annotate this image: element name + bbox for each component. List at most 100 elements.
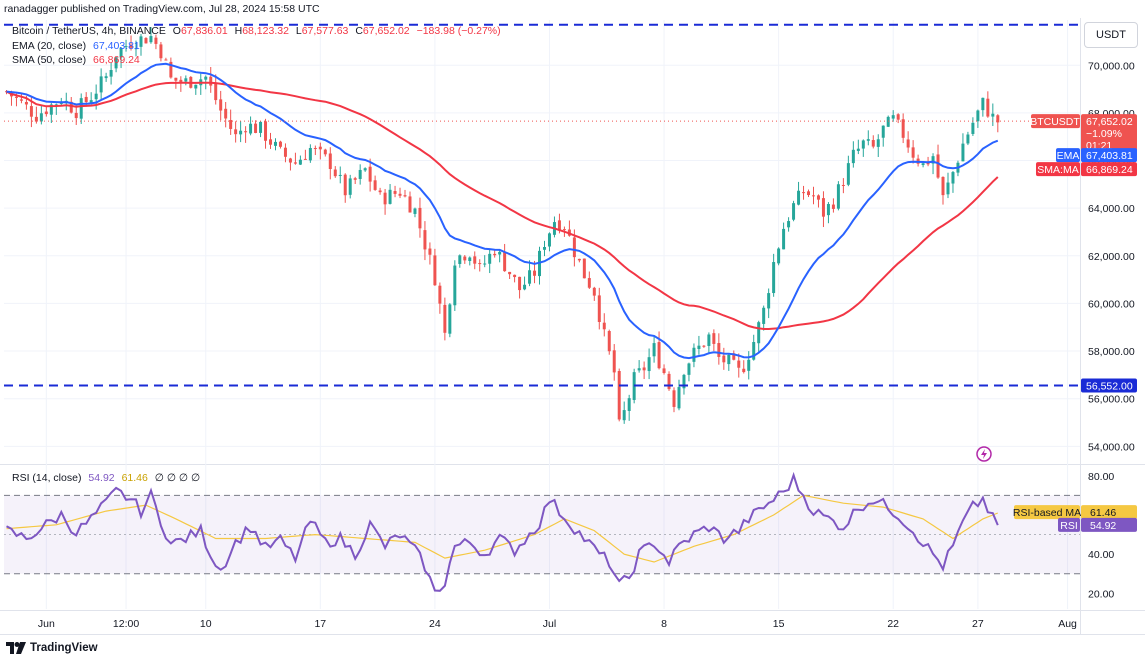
candle-body xyxy=(308,147,312,161)
candle-body xyxy=(124,46,128,48)
candle-body xyxy=(79,98,83,119)
candle-body xyxy=(104,76,108,79)
candle-body xyxy=(986,98,990,117)
candle-body xyxy=(139,36,143,47)
candle-body xyxy=(697,345,701,350)
candle-body xyxy=(154,37,158,44)
candle-body xyxy=(448,304,452,334)
candle-body xyxy=(378,190,382,193)
candle-body xyxy=(353,178,357,180)
candle-body xyxy=(458,255,462,264)
ema-legend-label: EMA (20, close) xyxy=(12,40,87,52)
candle-body xyxy=(597,295,601,322)
ema-name-tag xyxy=(1056,148,1080,163)
ema-20-line xyxy=(6,62,999,360)
candle-body xyxy=(881,125,885,138)
price-tick-label: 64,000.00 xyxy=(1088,203,1135,215)
rsi-ma-name-tag-label: RSI-based MA xyxy=(1013,507,1081,519)
candle-body xyxy=(562,229,566,231)
currency-button[interactable]: USDT xyxy=(1084,22,1138,48)
candle-body xyxy=(214,83,218,101)
candle-body xyxy=(667,373,671,390)
time-tick-label: 24 xyxy=(429,618,441,630)
candle-body xyxy=(896,114,900,120)
rsi-tick-label: 20.00 xyxy=(1088,588,1114,600)
ohlc-low: L67,577.63 xyxy=(295,25,349,37)
candle-body xyxy=(443,304,447,333)
price-tick-label: 58,000.00 xyxy=(1088,346,1135,358)
ohlc-high: H68,123.32 xyxy=(234,25,289,37)
candle-body xyxy=(69,101,73,113)
ohlc-close: C67,652.02 xyxy=(355,25,410,37)
candle-body xyxy=(508,271,512,275)
candle-body xyxy=(219,99,223,111)
candle-body xyxy=(453,265,457,306)
ema-price-tag-value: 67,403.81 xyxy=(1086,150,1133,162)
candle-body xyxy=(49,104,53,115)
candle-body xyxy=(547,233,551,247)
rsi-value-tag-text: 54.92 xyxy=(1090,520,1116,532)
candle-body xyxy=(762,307,766,324)
candle-body xyxy=(254,123,258,133)
candle-body xyxy=(727,354,731,365)
candle-body xyxy=(179,79,183,82)
candle-body xyxy=(717,343,721,357)
candle-body xyxy=(772,262,776,294)
candle-body xyxy=(672,390,676,407)
candle-body xyxy=(677,387,681,409)
candle-body xyxy=(866,139,870,141)
candle-body xyxy=(702,345,706,347)
candle-body xyxy=(264,121,268,141)
rsi-name-tag xyxy=(1058,517,1080,532)
candle-body xyxy=(851,149,855,164)
sma-legend[interactable]: SMA (50, close) 66,869.24 xyxy=(12,54,144,66)
candle-body xyxy=(518,276,522,291)
candle-body xyxy=(144,38,148,44)
candle-body xyxy=(557,220,561,231)
candle-body xyxy=(513,274,517,278)
ohlc-change: −183.98 (−0.27%) xyxy=(416,25,501,37)
candle-body xyxy=(582,258,586,279)
candle-body xyxy=(249,123,253,134)
candle-body xyxy=(782,228,786,250)
candle-body xyxy=(662,368,666,374)
candle-body xyxy=(114,57,118,69)
candle-body xyxy=(119,47,123,58)
candle-body xyxy=(44,111,48,115)
candle-body xyxy=(74,112,78,119)
rsi-legend[interactable]: RSI (14, close) 54.92 61.46 ∅ ∅ ∅ ∅ xyxy=(12,472,204,484)
candle-body xyxy=(29,106,33,117)
candle-body xyxy=(826,204,830,216)
candle-body xyxy=(682,374,686,389)
price-tick-label: 54,000.00 xyxy=(1088,441,1135,453)
candle-body xyxy=(209,76,213,86)
ema-legend[interactable]: EMA (20, close) 67,403.81 xyxy=(12,40,144,52)
sma-name-tag xyxy=(1036,162,1080,177)
candle-body xyxy=(433,255,437,286)
candle-body xyxy=(961,143,965,162)
candle-body xyxy=(413,208,417,214)
candle-body xyxy=(792,203,796,220)
rsi-legend-extra: ∅ ∅ ∅ ∅ xyxy=(154,472,201,484)
time-tick-label: Aug xyxy=(1058,618,1077,630)
lightning-icon-ring xyxy=(976,446,992,462)
candle-body xyxy=(368,166,372,182)
candle-body xyxy=(134,48,138,50)
candle-body xyxy=(941,176,945,196)
candle-body xyxy=(54,104,58,106)
candle-body xyxy=(687,363,691,375)
time-tick-label: 12:00 xyxy=(113,618,139,630)
sma-legend-label: SMA (50, close) xyxy=(12,54,87,66)
candle-body xyxy=(742,368,746,373)
candle-body xyxy=(259,121,263,133)
candle-body xyxy=(617,371,621,420)
candle-body xyxy=(921,163,925,166)
candle-body xyxy=(971,122,975,134)
candle-body xyxy=(288,158,292,163)
candle-body xyxy=(996,115,1000,123)
candle-body xyxy=(607,331,611,352)
price-tick-label: 62,000.00 xyxy=(1088,251,1135,263)
candle-body xyxy=(164,59,168,61)
candle-body xyxy=(34,116,38,122)
candle-body xyxy=(318,146,322,150)
